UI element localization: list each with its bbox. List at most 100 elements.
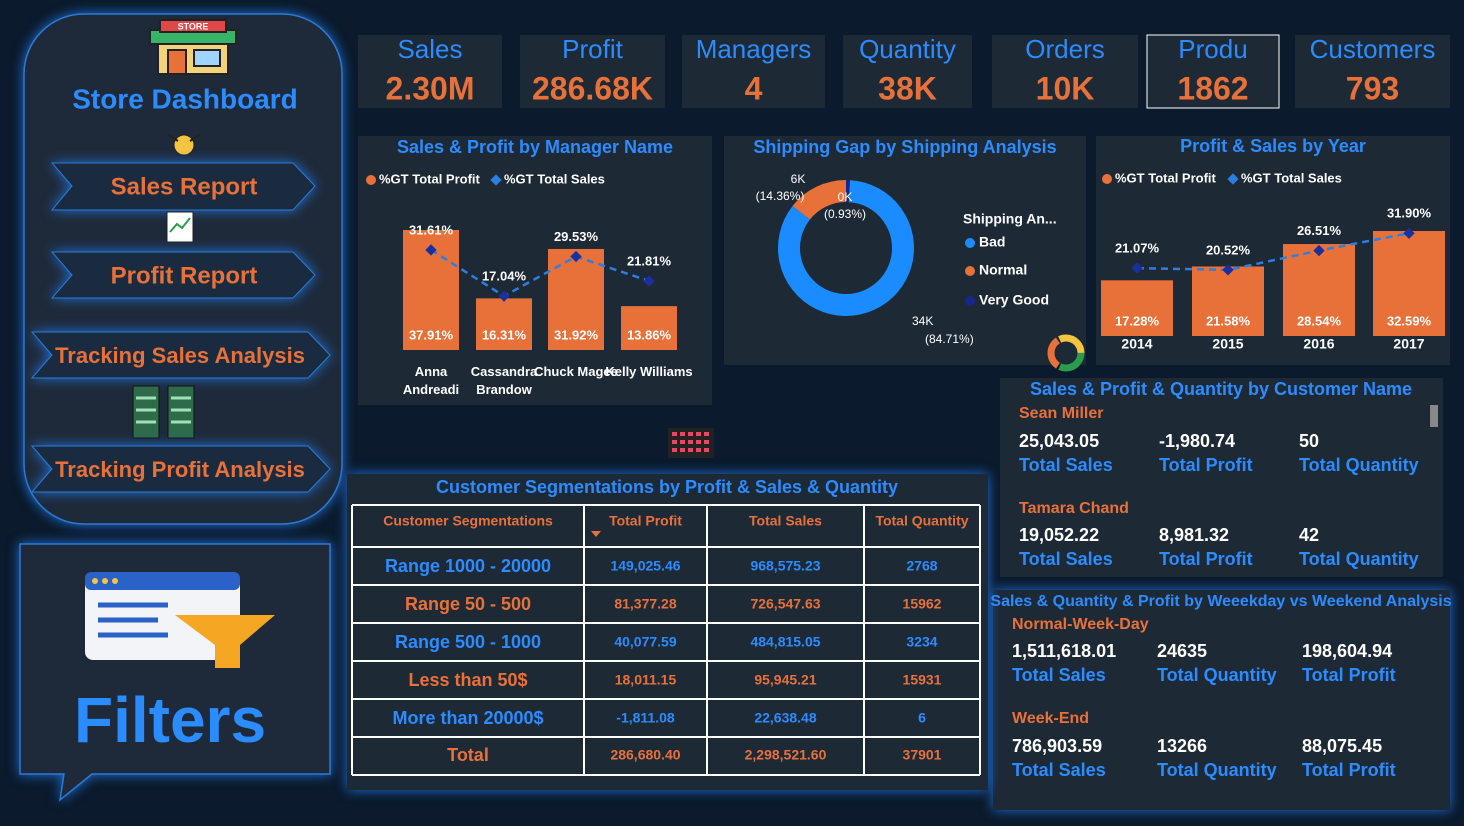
table-cell: 484,815.05 bbox=[750, 634, 820, 650]
legend-label: %GT Total Profit bbox=[1115, 170, 1217, 185]
legend-label: Normal bbox=[979, 262, 1027, 278]
table-cell: 3234 bbox=[906, 634, 937, 650]
table-cell: Range 50 - 500 bbox=[405, 594, 531, 614]
card-label: Total Quantity bbox=[1299, 549, 1419, 569]
table-header: Total Profit bbox=[609, 513, 682, 529]
panel-title: Sales & Profit & Quantity by Customer Na… bbox=[1030, 379, 1412, 399]
line-label: 31.61% bbox=[409, 222, 454, 237]
card-value: 1,511,618.01 bbox=[1012, 641, 1116, 661]
card-label: Total Sales bbox=[1012, 665, 1106, 685]
legend-marker bbox=[965, 266, 975, 276]
card-value: 50 bbox=[1299, 431, 1319, 451]
card-label: Total Profit bbox=[1159, 549, 1253, 569]
kpi-value: 1862 bbox=[1177, 70, 1248, 106]
table-cell: Range 500 - 1000 bbox=[395, 632, 541, 652]
legend-marker bbox=[366, 175, 376, 185]
legend-title: Shipping An... bbox=[963, 211, 1057, 227]
card-name: Tamara Chand bbox=[1019, 500, 1129, 517]
nav-label[interactable]: Sales Report bbox=[111, 173, 258, 200]
bar-label: 32.59% bbox=[1387, 313, 1432, 328]
legend-label: Bad bbox=[979, 234, 1005, 250]
line-point bbox=[1222, 264, 1234, 276]
legend-label: %GT Total Sales bbox=[504, 171, 605, 186]
card-label: Total Sales bbox=[1019, 455, 1113, 475]
nav-label[interactable]: Tracking Profit Analysis bbox=[55, 457, 305, 482]
svg-text:STORE: STORE bbox=[178, 21, 209, 31]
slice-count: 6K bbox=[791, 172, 806, 186]
nav-label[interactable]: Profit Report bbox=[111, 262, 258, 289]
table-cell: More than 20000$ bbox=[392, 708, 543, 728]
table-cell: 40,077.59 bbox=[614, 634, 676, 650]
card-value: 24635 bbox=[1157, 641, 1207, 661]
table-header: Customer Segmentations bbox=[383, 513, 553, 529]
store-icon: STORE bbox=[149, 19, 237, 75]
card-value: 8,981.32 bbox=[1159, 525, 1229, 545]
scrollbar[interactable] bbox=[1430, 405, 1438, 427]
line-label: 20.52% bbox=[1206, 242, 1251, 257]
nav-button[interactable] bbox=[30, 445, 331, 493]
donut-slice bbox=[778, 180, 915, 317]
sidebar-title: Store Dashboard bbox=[72, 83, 298, 114]
kpi-value: 10K bbox=[1036, 70, 1095, 106]
weekday-panel bbox=[993, 590, 1450, 810]
line-point bbox=[1403, 227, 1415, 239]
category-label: Cassandra Brandow bbox=[470, 364, 538, 397]
line-label: 21.81% bbox=[627, 253, 672, 268]
line bbox=[1136, 231, 1410, 272]
bar-label: 13.86% bbox=[627, 327, 672, 342]
line-label: 21.07% bbox=[1115, 241, 1160, 256]
donut-slice bbox=[846, 180, 850, 203]
kpi-card bbox=[1295, 35, 1450, 108]
donut-icon bbox=[1047, 334, 1085, 372]
card-label: Total Quantity bbox=[1157, 665, 1277, 685]
bar-label: 28.54% bbox=[1297, 313, 1342, 328]
card-value: -1,980.74 bbox=[1159, 431, 1235, 451]
nav-button[interactable] bbox=[50, 162, 316, 211]
table-cell: 149,025.46 bbox=[610, 558, 680, 574]
filter-icon bbox=[85, 572, 275, 668]
nav-label[interactable]: Tracking Sales Analysis bbox=[55, 343, 305, 368]
card-value: 13266 bbox=[1157, 736, 1207, 756]
legend-label: Very Good bbox=[979, 292, 1049, 308]
table-total: 37901 bbox=[903, 747, 942, 763]
card-label: Total Profit bbox=[1159, 455, 1253, 475]
legend-label: %GT Total Sales bbox=[1241, 170, 1342, 185]
kpi-label: Quantity bbox=[859, 34, 956, 64]
bar-label: 17.28% bbox=[1115, 313, 1160, 328]
chart-title: Profit & Sales by Year bbox=[1180, 136, 1366, 156]
bar bbox=[1373, 231, 1445, 336]
filters-label[interactable]: Filters bbox=[74, 684, 266, 756]
sort-indicator bbox=[591, 531, 601, 537]
line-label: 31.90% bbox=[1387, 206, 1432, 221]
grid-icon bbox=[668, 428, 714, 458]
category-label: Kelly Williams bbox=[605, 364, 693, 379]
table-header: Total Sales bbox=[749, 513, 822, 529]
bar-label: 37.91% bbox=[409, 327, 454, 342]
kpi-value: 38K bbox=[878, 70, 937, 106]
kpi-value: 4 bbox=[745, 70, 763, 106]
category-label: 2017 bbox=[1393, 336, 1424, 352]
line-label: 26.51% bbox=[1297, 223, 1342, 238]
card-value: 786,903.59 bbox=[1012, 736, 1102, 756]
nav-button[interactable] bbox=[30, 331, 331, 379]
bar-label: 21.58% bbox=[1206, 313, 1251, 328]
donut-slice bbox=[792, 180, 847, 220]
table-cell: 81,377.28 bbox=[614, 596, 676, 612]
card-label: Total Sales bbox=[1019, 549, 1113, 569]
kpi-value: 793 bbox=[1346, 70, 1399, 106]
table-cell: 6 bbox=[918, 710, 926, 726]
card-value: 19,052.22 bbox=[1019, 525, 1099, 545]
line-point bbox=[1313, 244, 1325, 257]
card-label: Total Profit bbox=[1302, 665, 1396, 685]
legend-marker bbox=[490, 174, 502, 186]
nav-button[interactable] bbox=[50, 251, 316, 299]
card-label: Total Quantity bbox=[1157, 760, 1277, 780]
database-icon bbox=[132, 385, 195, 439]
kpi-value: 2.30M bbox=[386, 70, 475, 106]
kpi-card bbox=[520, 35, 665, 108]
bar bbox=[621, 306, 677, 350]
card-value: 42 bbox=[1299, 525, 1319, 545]
kpi-value: 286.68K bbox=[532, 70, 653, 106]
bar bbox=[476, 298, 532, 350]
